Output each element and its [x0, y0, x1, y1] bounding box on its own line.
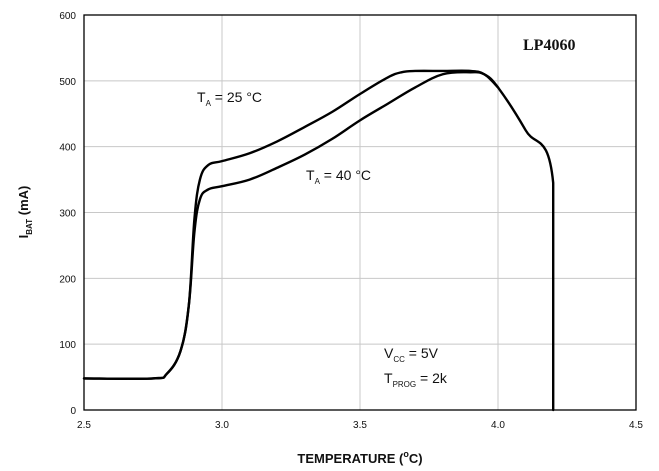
tick-labels: 2.5 3.0 3.5 4.0 4.5 0 100 200 300 400 500 600	[59, 11, 643, 431]
series-label-25c: TA = 25 °C	[197, 89, 262, 108]
series-layer	[82, 69, 555, 412]
y-tick-label: 0	[70, 406, 76, 417]
y-tick-label: 100	[59, 340, 76, 351]
x-tick-label: 2.5	[77, 420, 91, 431]
y-tick-label: 600	[59, 11, 76, 22]
plot-frame	[83, 14, 637, 411]
series-line-40c	[82, 70, 500, 380]
x-tick-label: 4.5	[629, 420, 643, 431]
chart-badge: LP4060	[523, 37, 575, 54]
series-label-40c: TA = 40 °C	[306, 167, 371, 186]
tprog-annotation: TPROG = 2k	[384, 370, 448, 389]
y-tick-label: 400	[59, 143, 76, 154]
y-tick-label: 200	[59, 274, 76, 285]
grid	[84, 15, 636, 410]
x-tick-label: 3.0	[215, 420, 229, 431]
vcc-annotation: VCC = 5V	[384, 345, 439, 364]
x-tick-label: 4.0	[491, 420, 505, 431]
x-tick-label: 3.5	[353, 420, 367, 431]
x-axis-title: TEMPERATURE (oC)	[297, 449, 422, 466]
y-tick-label: 300	[59, 209, 76, 220]
y-tick-label: 500	[59, 77, 76, 88]
series-line-25c	[82, 69, 555, 412]
y-axis-title: IBAT (mA)	[16, 186, 34, 239]
